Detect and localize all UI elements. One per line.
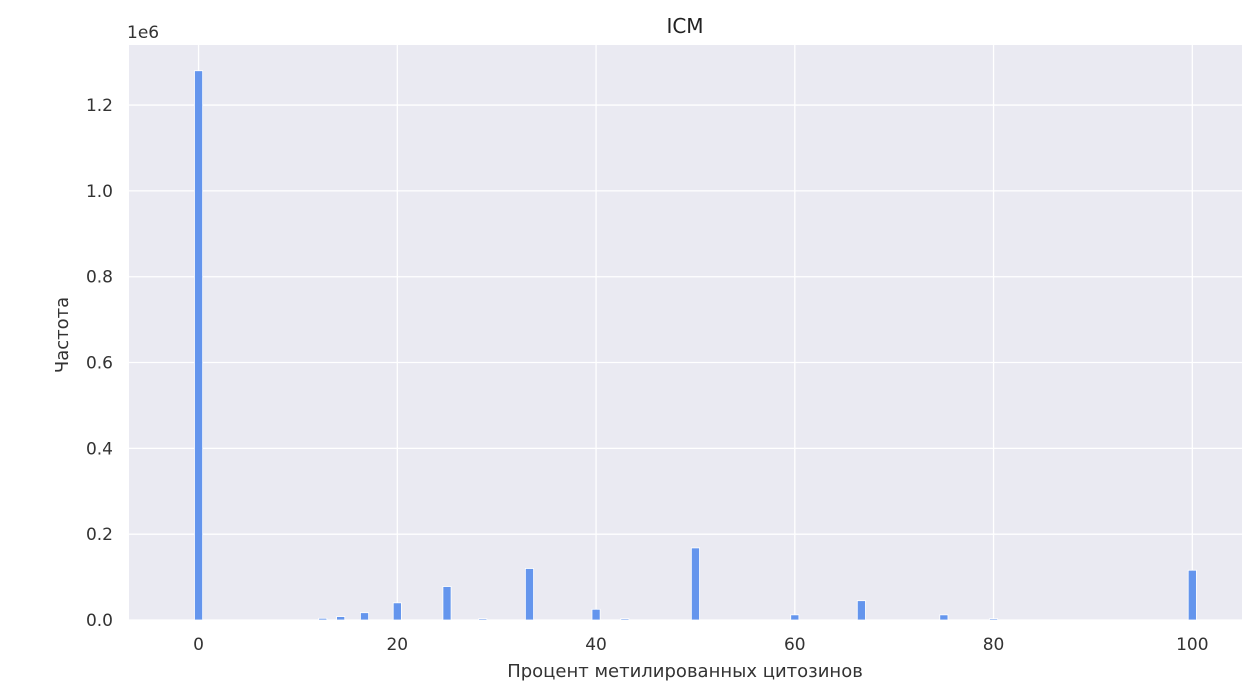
y-tick-label: 0.0 xyxy=(86,611,113,631)
histogram-bar xyxy=(478,618,488,621)
x-tick-labels: 0 20 40 60 80 100 xyxy=(193,635,1208,655)
histogram-bar xyxy=(360,612,369,621)
y-tick-label: 1.0 xyxy=(86,182,113,202)
histogram-bar xyxy=(336,616,346,621)
y-tick-label: 1.2 xyxy=(86,96,113,116)
y-tick-label: 0.4 xyxy=(86,439,113,459)
histogram-bar xyxy=(442,586,452,621)
y-axis-label: Частота xyxy=(52,297,73,373)
gridlines xyxy=(129,45,1242,621)
x-tick-label: 60 xyxy=(784,635,806,655)
x-axis-label: Процент метилированных цитозинов xyxy=(507,661,863,682)
histogram-bar xyxy=(790,614,800,621)
histogram-bar xyxy=(1187,569,1197,621)
histogram-bar xyxy=(525,568,534,621)
x-tick-label: 40 xyxy=(585,635,607,655)
histogram-bar xyxy=(620,618,630,621)
plot-area xyxy=(129,45,1242,620)
y-tick-label: 0.8 xyxy=(86,268,113,288)
bars xyxy=(194,70,1197,621)
y-tick-label: 0.6 xyxy=(86,354,113,374)
x-tick-label: 100 xyxy=(1176,635,1208,655)
y-axis-offset-label: 1e6 xyxy=(127,23,159,43)
x-tick-label: 20 xyxy=(386,635,408,655)
y-tick-label: 0.2 xyxy=(86,525,113,545)
histogram-bar xyxy=(591,608,601,621)
histogram-bar xyxy=(690,547,700,621)
chart-title: ICM xyxy=(666,14,703,38)
histogram-bar xyxy=(939,614,949,621)
histogram-bar xyxy=(194,70,204,621)
histogram-bar xyxy=(989,618,999,621)
histogram-bar xyxy=(392,602,402,621)
x-tick-label: 0 xyxy=(193,635,204,655)
y-tick-labels: 0.0 0.2 0.4 0.6 0.8 1.0 1.2 xyxy=(86,96,113,631)
histogram-bar xyxy=(318,617,328,621)
x-tick-label: 80 xyxy=(983,635,1005,655)
histogram-bar xyxy=(856,600,866,621)
